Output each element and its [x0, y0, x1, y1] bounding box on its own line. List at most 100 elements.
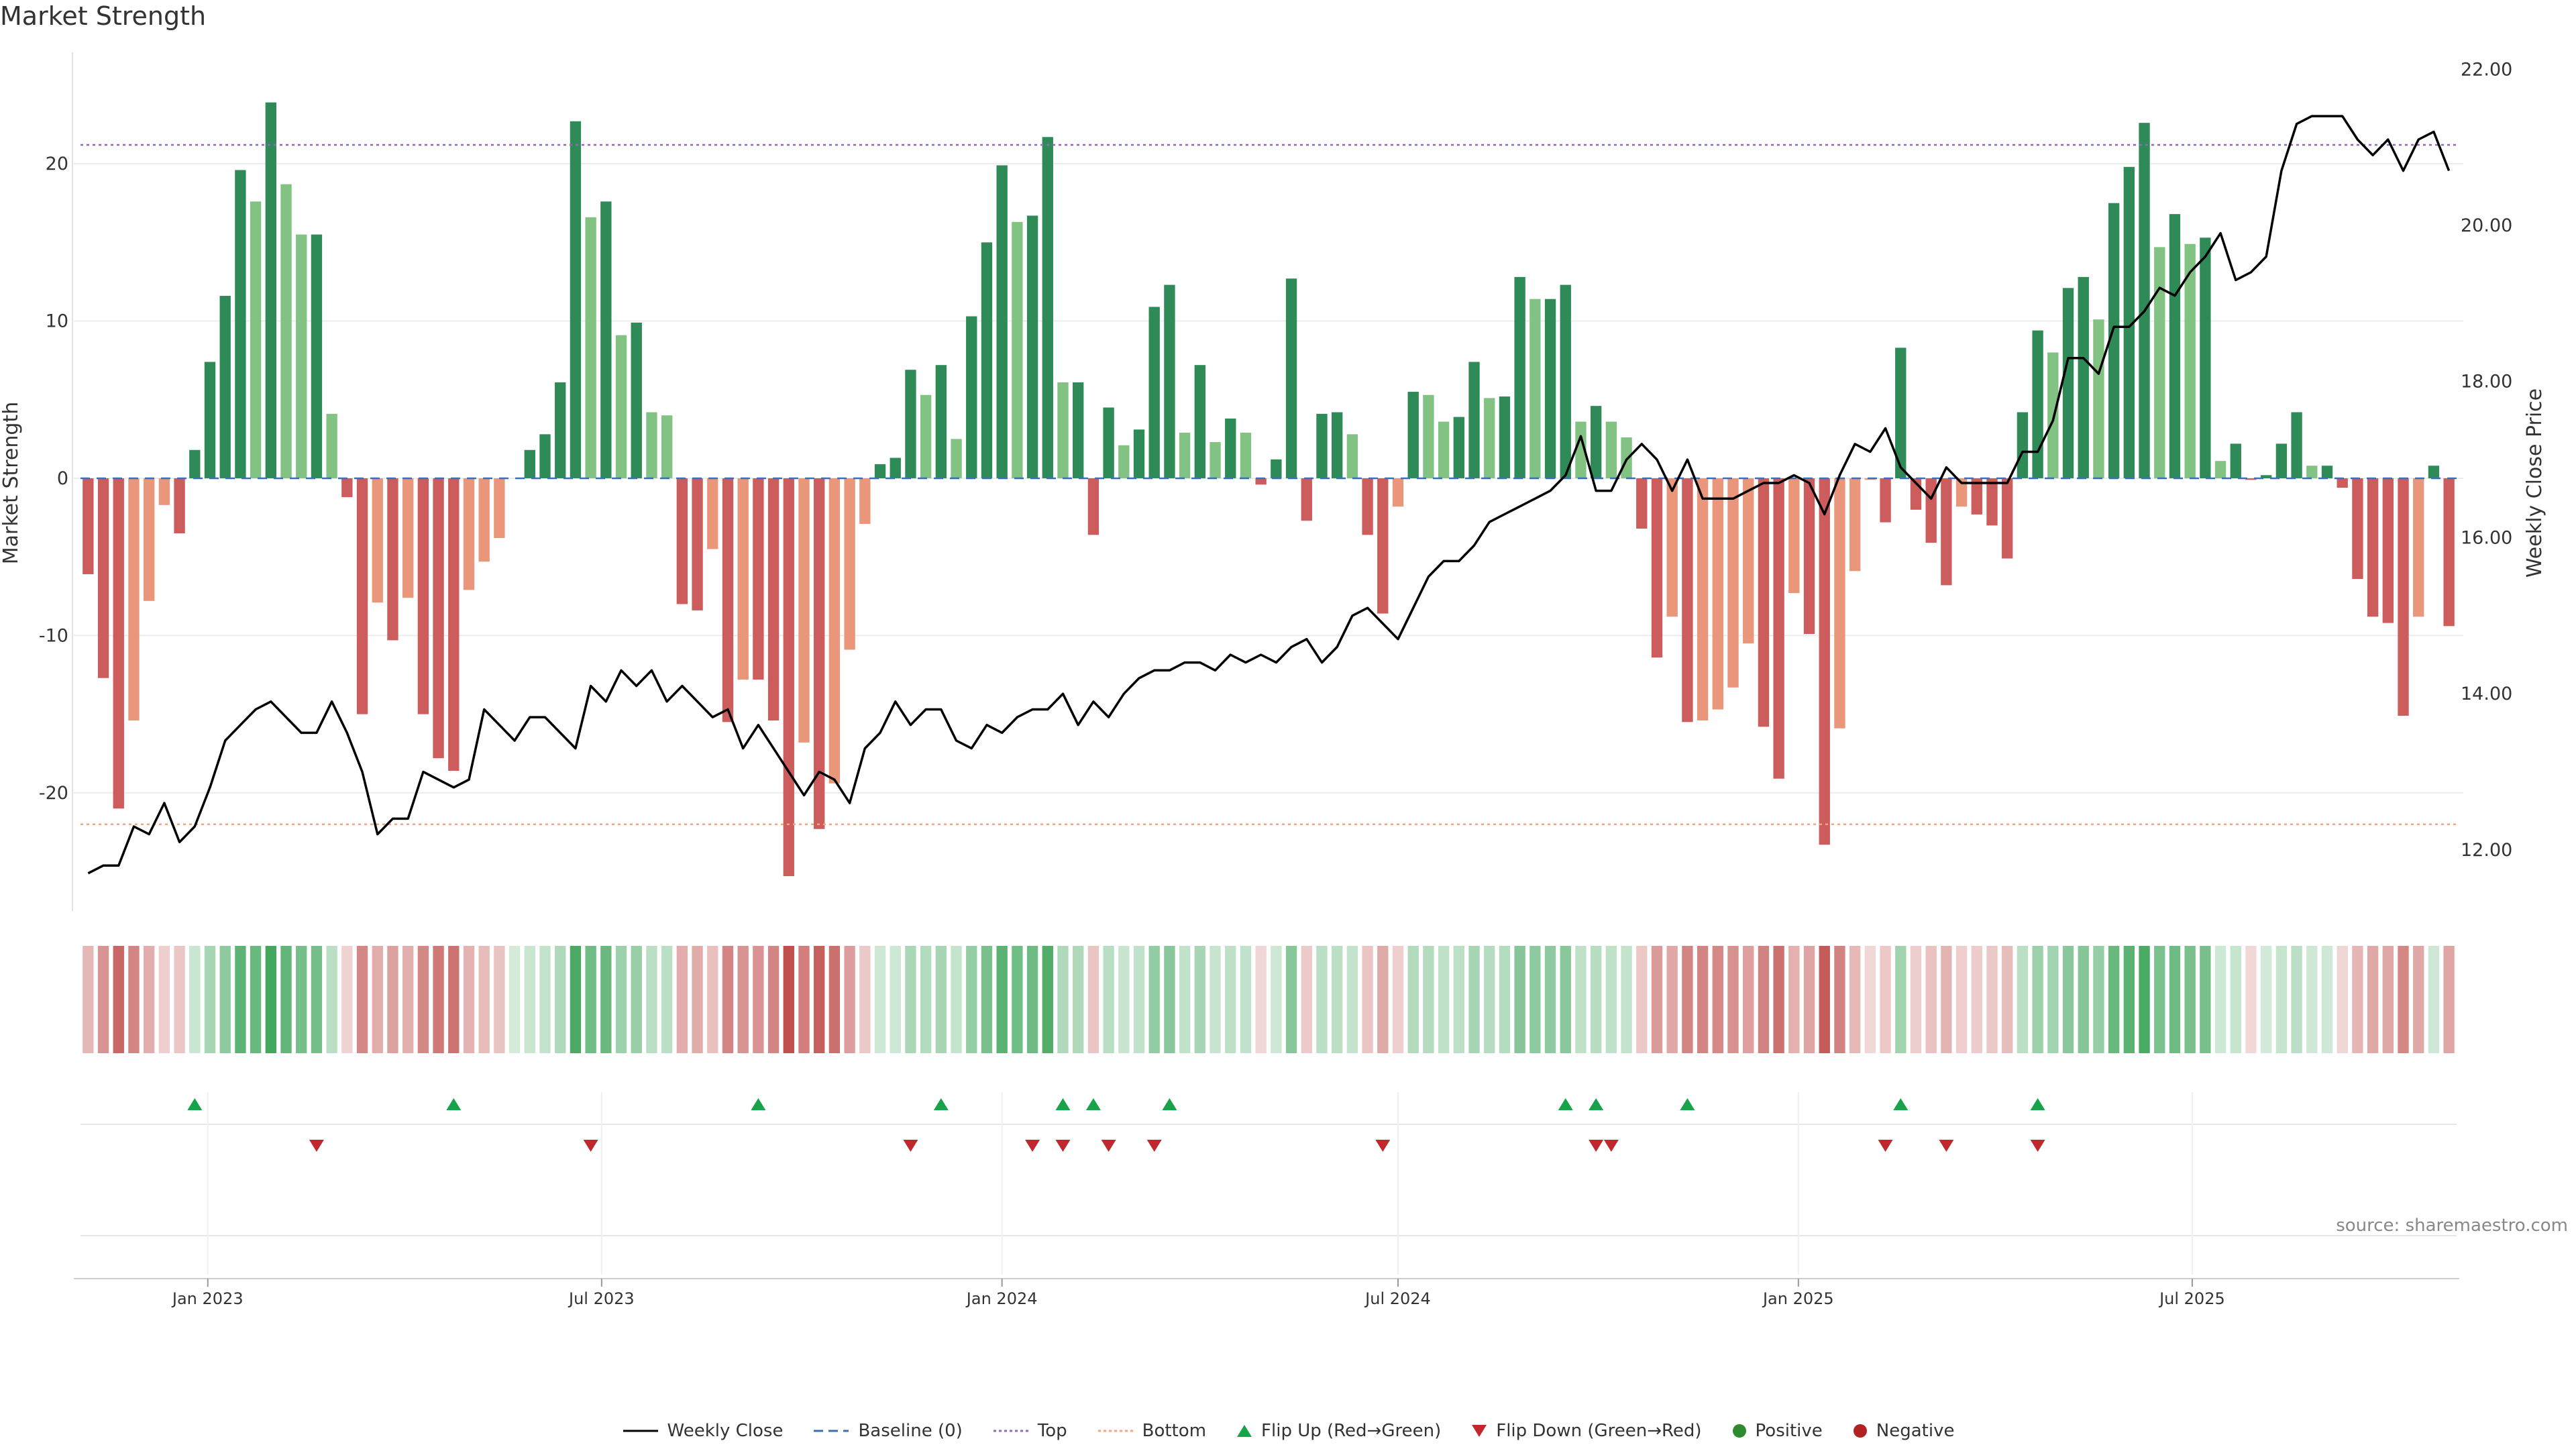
line-solid-icon — [622, 1424, 659, 1438]
heat-strip-cell — [2184, 946, 2196, 1053]
strength-bar — [570, 121, 582, 478]
legend-label: Weekly Close — [667, 1421, 784, 1441]
heat-strip-cell — [1179, 946, 1191, 1053]
flip-down-marker — [1025, 1140, 1040, 1152]
strength-bar — [97, 478, 109, 678]
heat-strip-cell — [1955, 946, 1968, 1053]
legend-label: Bottom — [1142, 1421, 1207, 1441]
heat-strip-cell — [1849, 946, 1861, 1053]
strength-bar — [1103, 407, 1114, 478]
heat-strip-cell — [1285, 946, 1297, 1053]
strength-bar — [2139, 123, 2150, 478]
flip-down-marker — [2030, 1140, 2045, 1152]
strength-bar — [1377, 478, 1389, 614]
strength-bar — [158, 478, 170, 505]
strength-bar — [2398, 478, 2409, 716]
heat-strip-cell — [1910, 946, 1922, 1053]
heat-strip-cell — [2002, 946, 2013, 1053]
heat-strip-cell — [1621, 946, 1632, 1053]
strength-bar — [280, 184, 292, 478]
heat-strip-cell — [235, 946, 246, 1053]
y2-tick-label: 20.00 — [2461, 215, 2512, 236]
heat-strip-cell — [478, 946, 490, 1053]
strength-bar — [890, 458, 901, 478]
heat-strip-cell — [2382, 946, 2394, 1053]
heat-strip-cell — [905, 946, 916, 1053]
strength-bar — [1164, 284, 1175, 478]
x-tick-label: Jan 2023 — [171, 1289, 244, 1308]
heat-strip-cell — [2047, 946, 2059, 1053]
heat-strip-cell — [1438, 946, 1450, 1053]
heat-strip-cell — [996, 946, 1008, 1053]
heat-strip-cell — [814, 946, 825, 1053]
strength-bar — [692, 478, 703, 610]
strength-bar — [814, 478, 825, 829]
heat-strip-cell — [615, 946, 627, 1053]
legend-item: Negative — [1852, 1421, 1954, 1441]
chart-title: Market Strength — [0, 1, 207, 31]
flip-up-marker — [1162, 1098, 1177, 1110]
y-tick-label: 20 — [46, 154, 68, 174]
strength-bar — [2275, 443, 2288, 478]
heat-strip-cell — [753, 946, 764, 1053]
strength-bar — [1697, 478, 1709, 720]
heat-strip-cell — [463, 946, 475, 1053]
heat-strip-cell — [1073, 946, 1084, 1053]
flip-down-marker — [583, 1140, 598, 1152]
heat-strip-cell — [2062, 946, 2074, 1053]
x-tick-label: Jul 2024 — [1364, 1289, 1431, 1308]
heat-strip-cell — [372, 946, 383, 1053]
heat-strip-cell — [2093, 946, 2104, 1053]
flip-up-marker — [1558, 1098, 1573, 1110]
x-tick-label: Jan 2025 — [1762, 1289, 1834, 1308]
axes: -20 -10 0 10 20 12.00 14.00 16.00 18.00 20.00 22.0… — [0, 52, 2546, 911]
strength-bar — [631, 322, 642, 478]
heat-strip-cell — [1971, 946, 1982, 1053]
flip-up-marker — [751, 1098, 766, 1110]
strength-bar — [1880, 478, 1891, 523]
flip-down-marker — [1375, 1140, 1391, 1152]
strength-bar — [859, 478, 871, 524]
heat-strip-cell — [2413, 946, 2424, 1053]
strength-bar — [1651, 478, 1663, 658]
heat-strip-cell — [280, 946, 292, 1053]
heat-strip-cell — [250, 946, 262, 1053]
strength-bar — [1026, 215, 1038, 478]
flip-up-marker — [446, 1098, 462, 1110]
heat-strip-cell — [1026, 946, 1038, 1053]
strength-bar — [2382, 478, 2394, 623]
strength-bar — [387, 478, 398, 641]
weekly-close-polyline — [87, 115, 2451, 875]
strength-bars — [83, 102, 2455, 877]
heat-strip-cell — [402, 946, 414, 1053]
strength-bar — [2261, 475, 2272, 478]
strength-bar — [1240, 432, 1252, 478]
heat-strip-cell — [1423, 946, 1434, 1053]
strength-bar — [1758, 478, 1770, 727]
strength-bar — [1301, 478, 1312, 521]
flip-down-marker — [309, 1140, 324, 1152]
strength-bar — [2352, 478, 2363, 580]
flip-down-marker — [1101, 1140, 1116, 1152]
heat-strip-cell — [204, 946, 216, 1053]
strength-bar — [767, 478, 780, 720]
heat-strip-cell — [1575, 946, 1587, 1053]
green-dot-icon — [1731, 1423, 1748, 1439]
legend-label: Positive — [1755, 1421, 1823, 1441]
x-axis: Jan 2023 Jul 2023 Jan 2024 Jul 2024 Jan 2025… — [74, 1092, 2459, 1308]
strength-bar — [1727, 478, 1739, 688]
strength-bar — [2214, 461, 2226, 478]
strength-bar — [1499, 396, 1511, 478]
strength-bar — [2002, 478, 2013, 559]
heat-strip-cell — [981, 946, 993, 1053]
legend-label: Top — [1037, 1421, 1067, 1441]
heat-strip-cell — [890, 946, 901, 1053]
strength-bar — [1057, 382, 1069, 478]
heat-strip-cell — [1453, 946, 1464, 1053]
heat-strip-cell — [1758, 946, 1770, 1053]
strength-bar — [1285, 278, 1297, 478]
strength-bar — [1423, 394, 1434, 478]
strength-bar — [1210, 442, 1221, 478]
legend-item: Flip Up (Red→Green) — [1236, 1421, 1441, 1441]
